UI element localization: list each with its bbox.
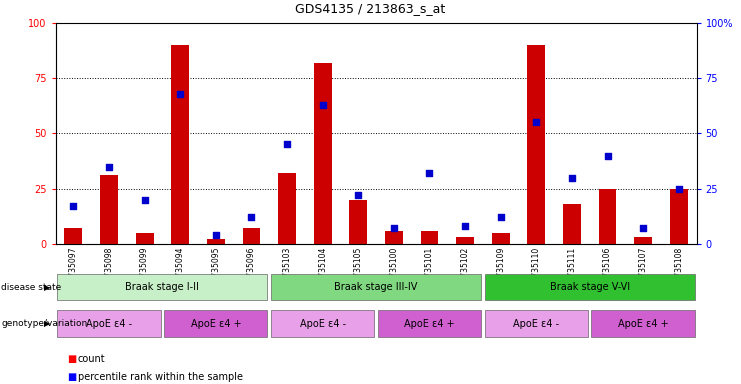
Bar — [492, 233, 510, 244]
Text: ■: ■ — [67, 372, 76, 382]
Text: count: count — [78, 354, 105, 364]
Text: ApoE ε4 -: ApoE ε4 - — [86, 318, 132, 329]
Bar — [528, 45, 545, 244]
Text: ApoE ε4 +: ApoE ε4 + — [190, 318, 241, 329]
Bar — [57, 310, 161, 337]
Point — [495, 214, 507, 220]
Point — [424, 170, 436, 176]
Text: ▶: ▶ — [44, 319, 50, 328]
Point — [531, 119, 542, 126]
Text: disease state: disease state — [1, 283, 62, 291]
Text: Braak stage V-VI: Braak stage V-VI — [550, 282, 630, 292]
Bar — [313, 63, 331, 244]
Bar — [100, 175, 118, 244]
Bar — [242, 228, 260, 244]
Text: genotype/variation: genotype/variation — [1, 319, 87, 328]
Text: ApoE ε4 +: ApoE ε4 + — [618, 318, 668, 329]
Point — [67, 203, 79, 209]
Point — [210, 232, 222, 238]
Text: ApoE ε4 -: ApoE ε4 - — [299, 318, 346, 329]
Text: GDS4135 / 213863_s_at: GDS4135 / 213863_s_at — [296, 2, 445, 15]
Bar — [271, 274, 481, 300]
Point — [602, 152, 614, 159]
Point — [281, 141, 293, 147]
Bar — [563, 204, 581, 244]
Point — [139, 197, 150, 203]
Bar — [165, 310, 268, 337]
Bar — [485, 274, 695, 300]
Point — [673, 185, 685, 192]
Point — [174, 91, 186, 97]
Bar — [57, 274, 268, 300]
Bar — [421, 230, 439, 244]
Text: Braak stage I-II: Braak stage I-II — [125, 282, 199, 292]
Bar — [634, 237, 652, 244]
Bar — [670, 189, 688, 244]
Point — [388, 225, 400, 232]
Text: ▶: ▶ — [44, 283, 50, 291]
Point — [637, 225, 649, 232]
Bar — [385, 230, 403, 244]
Point — [566, 175, 578, 181]
Text: ■: ■ — [67, 354, 76, 364]
Bar — [591, 310, 695, 337]
Bar — [485, 310, 588, 337]
Bar — [64, 228, 82, 244]
Bar — [271, 310, 374, 337]
Bar — [349, 200, 367, 244]
Text: percentile rank within the sample: percentile rank within the sample — [78, 372, 243, 382]
Bar — [136, 233, 153, 244]
Bar — [378, 310, 481, 337]
Point — [245, 214, 257, 220]
Bar — [278, 173, 296, 244]
Point — [459, 223, 471, 229]
Point — [103, 164, 115, 170]
Point — [352, 192, 364, 199]
Bar — [171, 45, 189, 244]
Bar — [599, 189, 617, 244]
Point — [316, 102, 328, 108]
Text: Braak stage III-IV: Braak stage III-IV — [334, 282, 418, 292]
Bar — [456, 237, 474, 244]
Text: ApoE ε4 +: ApoE ε4 + — [404, 318, 455, 329]
Text: ApoE ε4 -: ApoE ε4 - — [514, 318, 559, 329]
Bar — [207, 240, 225, 244]
